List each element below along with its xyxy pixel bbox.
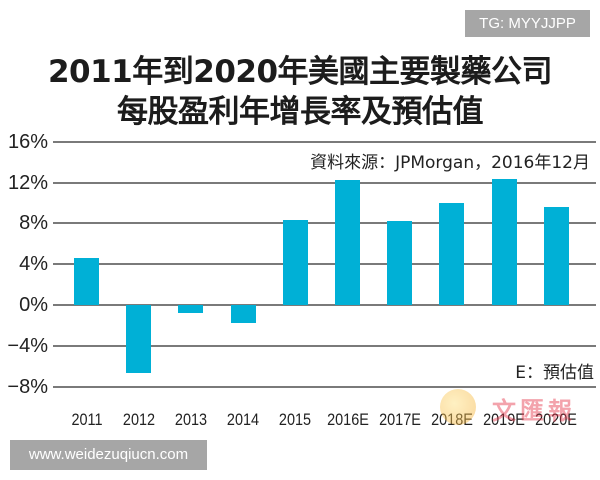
gridline xyxy=(53,344,596,347)
gridline xyxy=(53,222,596,225)
y-tick-label: 8% xyxy=(19,212,48,235)
bar-2020E xyxy=(543,207,569,305)
y-tick-label: 4% xyxy=(19,253,48,276)
estimate-legend-note: E：預估值 xyxy=(515,363,594,383)
x-tick-label: 2017E xyxy=(378,410,421,429)
x-tick-label: 2020E xyxy=(535,410,578,429)
y-tick-label: 0% xyxy=(19,294,48,316)
gridline xyxy=(53,263,596,266)
bar-2012 xyxy=(126,305,152,374)
sun-logo-icon xyxy=(440,389,476,425)
bar-2019E xyxy=(491,178,517,305)
bar-2015 xyxy=(282,220,308,305)
y-tick-label: −8% xyxy=(7,375,48,398)
chart-title-line1: 2011年到2020年美國主要製藥公司 xyxy=(47,54,553,90)
x-tick-label: 2015 xyxy=(279,410,312,429)
source-note: 資料來源：JPMorgan，2016年12月 xyxy=(310,153,590,173)
bar-2018E xyxy=(439,203,465,305)
x-tick-label: 2018E xyxy=(426,410,477,430)
y-tick-label: 16% xyxy=(7,130,48,153)
x-tick-label: 2011 xyxy=(70,410,103,429)
x-tick-label: 2014 xyxy=(227,410,260,429)
bar-2014 xyxy=(230,305,256,324)
x-tick-label: 2019E xyxy=(483,410,525,429)
bar-2016E xyxy=(335,179,360,305)
x-tick-label: 2013 xyxy=(174,410,207,429)
x-tick-label: 2012 xyxy=(122,410,155,429)
bar-2017E xyxy=(387,221,413,305)
gridline xyxy=(53,181,596,184)
gridline xyxy=(53,140,596,143)
watermark-tg: TG: MYYJJPP xyxy=(465,10,590,37)
newspaper-logo-watermark: 文匯報 xyxy=(440,385,600,425)
bar-2013 xyxy=(178,305,204,314)
x-tick-label: 2016E xyxy=(326,410,369,429)
gridline xyxy=(53,304,596,306)
y-tick-label: −4% xyxy=(7,334,48,357)
logo-text: 文匯報 xyxy=(492,396,576,425)
gridline xyxy=(53,385,596,388)
watermark-url: www.weidezuqiucn.com xyxy=(10,440,207,470)
chart-title-line2: 每股盈利年增長率及預估值 xyxy=(117,94,484,130)
y-tick-label: 12% xyxy=(7,171,48,194)
bar-2011 xyxy=(74,258,99,305)
